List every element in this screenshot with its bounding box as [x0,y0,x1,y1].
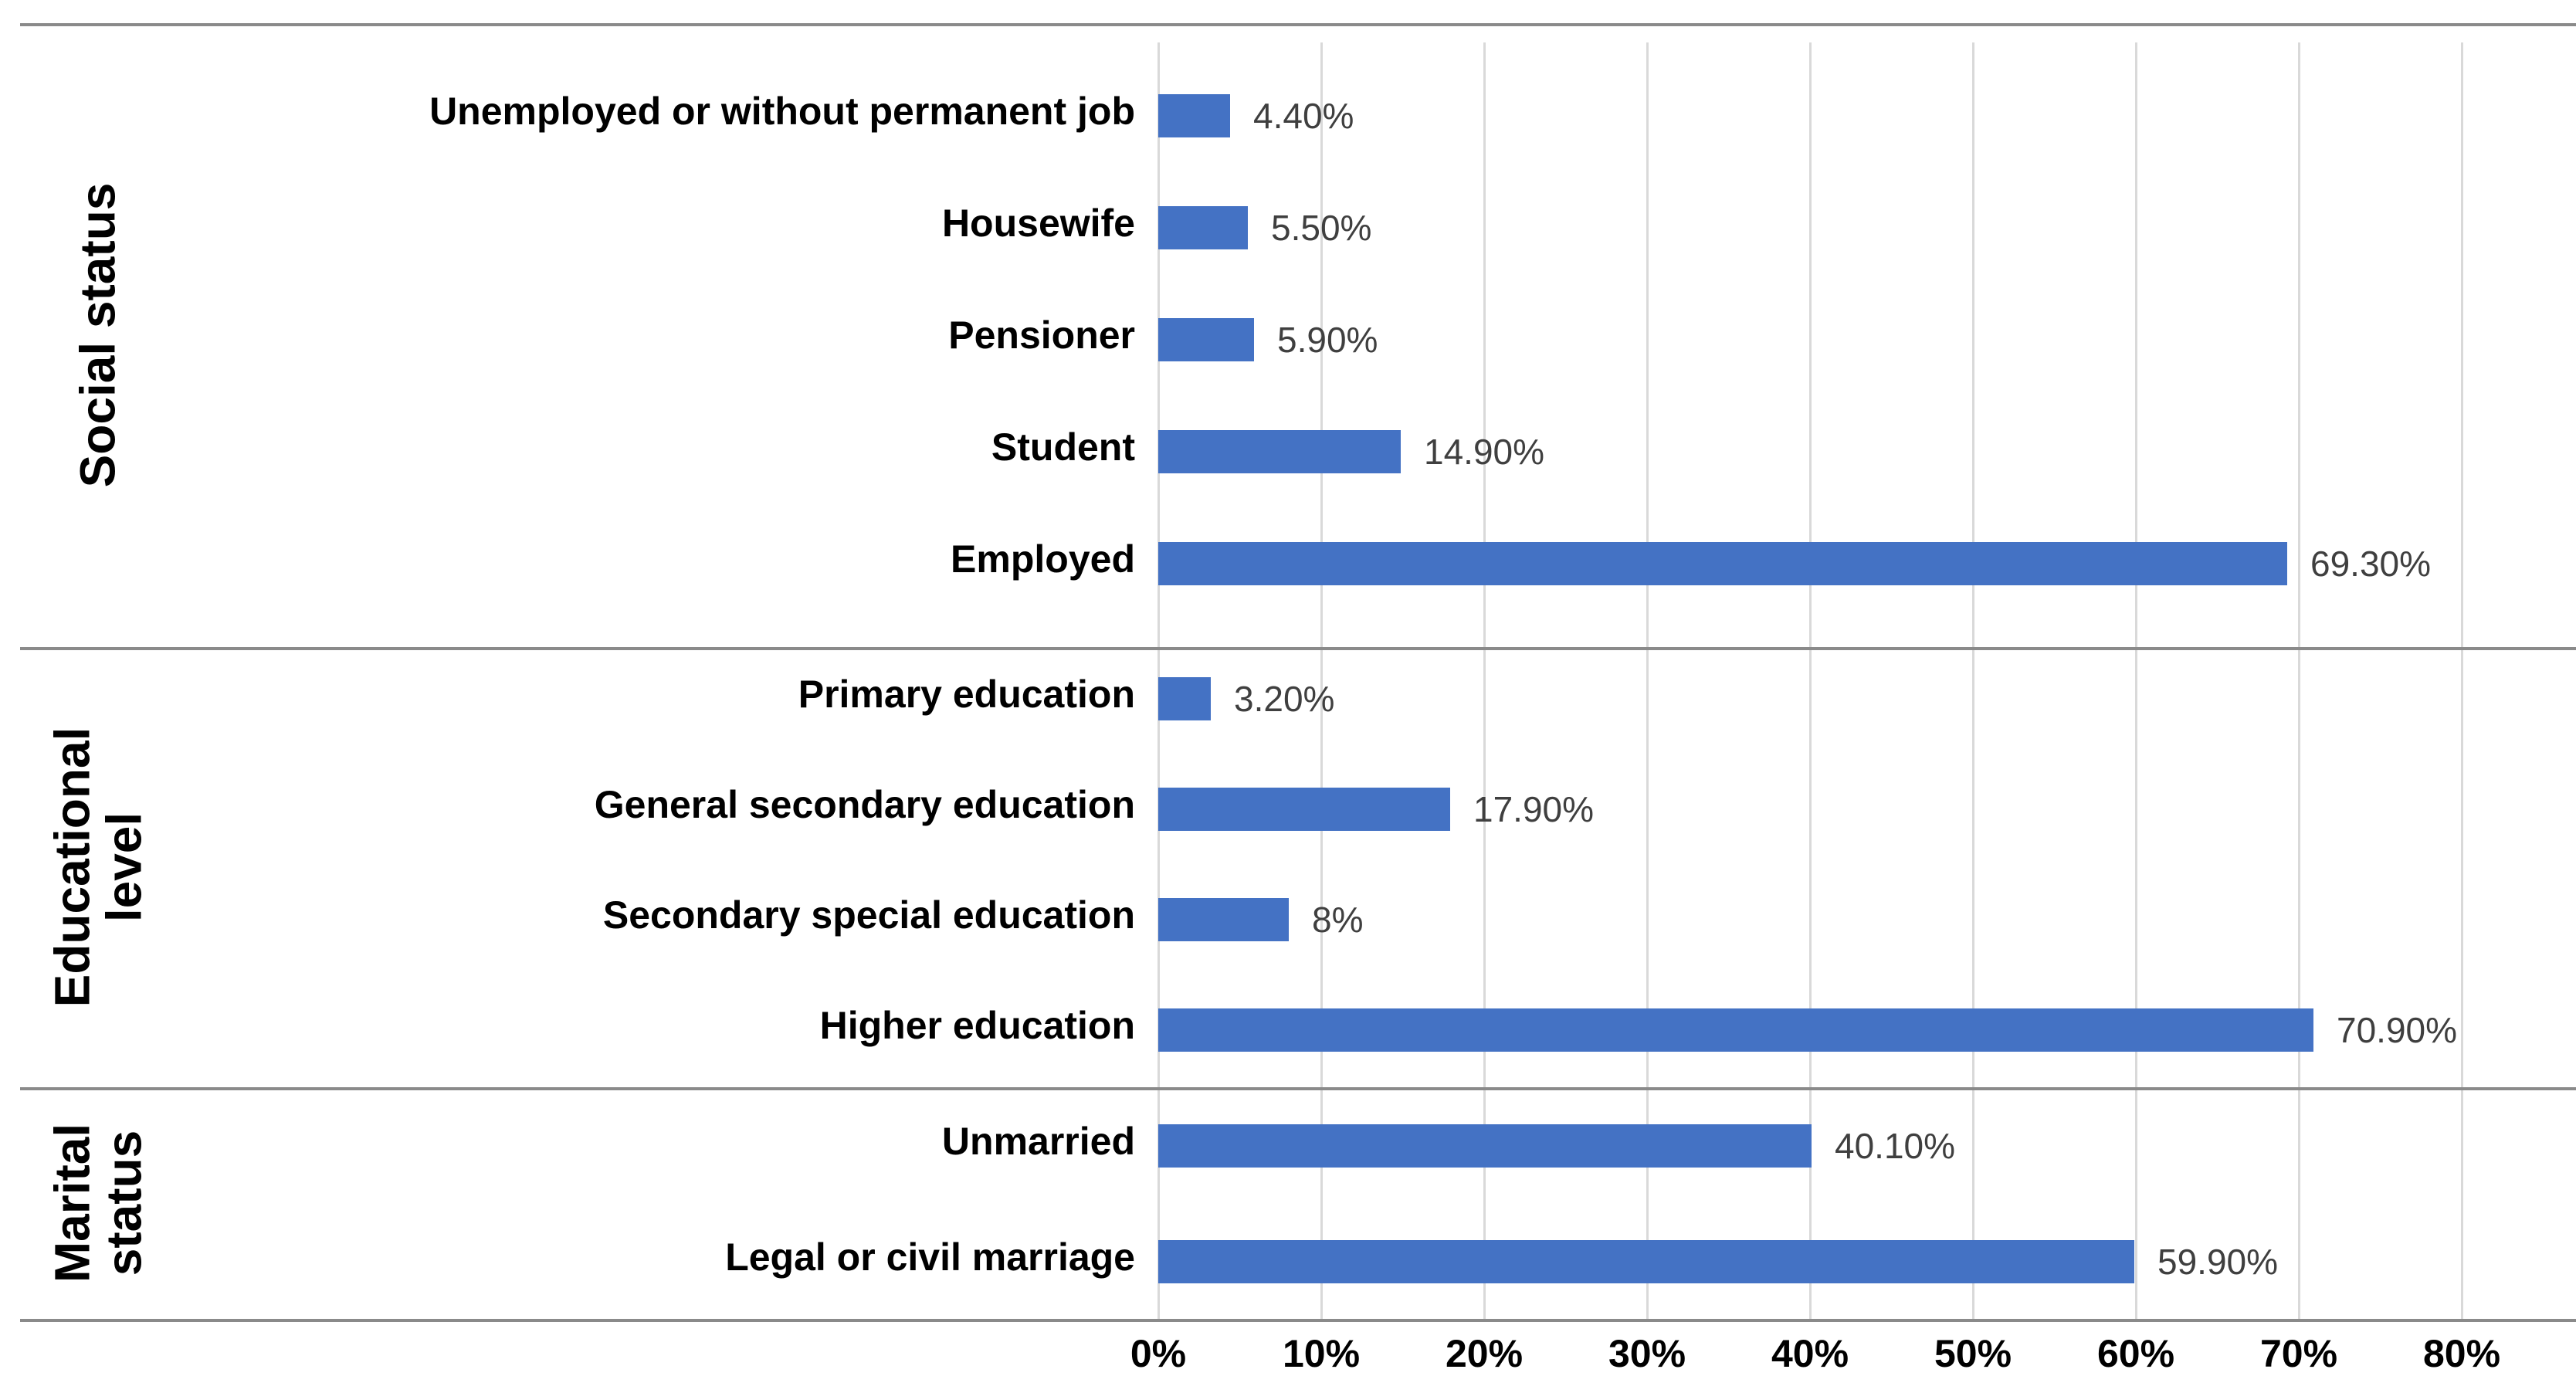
category-label: Employed [951,537,1135,581]
chart-row: Pensioner [0,284,2576,396]
category-label: Higher education [819,1004,1135,1047]
gridline [1972,42,1974,1320]
bar [1158,1124,1812,1168]
chart-row: Higher education [0,975,2576,1086]
bar [1158,898,1289,941]
gridline [1646,42,1649,1320]
chart-row: General secondary education [0,754,2576,865]
bar [1158,94,1230,137]
chart-row: Unemployed or without permanent job [0,60,2576,172]
value-label: 3.20% [1234,679,1335,719]
category-label: Unmarried [941,1120,1135,1163]
bar [1158,542,2287,585]
gridline [2298,42,2300,1320]
chart-row: Housewife [0,172,2576,284]
group-divider [20,23,2576,26]
value-label: 5.90% [1277,320,1378,360]
category-label: Student [991,425,1135,469]
bar [1158,206,1248,249]
gridline [2135,42,2137,1320]
axis-tick-label: 30% [1608,1332,1686,1375]
value-label: 69.30% [2310,544,2432,584]
bar [1158,318,1254,361]
group-divider [20,647,2576,650]
group-divider [20,1087,2576,1090]
gridline [1320,42,1323,1320]
axis-tick-label: 70% [2259,1332,2338,1375]
chart-row: Secondary special education [0,865,2576,975]
value-label: 5.50% [1271,208,1372,248]
bar [1158,788,1450,831]
axis-tick-label: 50% [1934,1332,2012,1375]
category-label: Unemployed or without permanent job [429,90,1135,133]
axis-tick-label: 0% [1130,1332,1187,1375]
category-label: Legal or civil marriage [725,1235,1135,1279]
bar [1158,1008,2313,1052]
value-label: 70.90% [2337,1010,2458,1050]
category-label: Primary education [798,673,1135,716]
bar [1158,1240,2134,1283]
value-label: 40.10% [1835,1126,1956,1166]
axis-tick-label: 60% [2096,1332,2175,1375]
chart-row: Employed [0,508,2576,620]
value-label: 8% [1312,900,1364,940]
axis-tick-label: 10% [1282,1332,1361,1375]
gridline [1483,42,1486,1320]
gridline [1809,42,1812,1320]
category-label: Pensioner [948,314,1135,357]
axis-tick-label: 20% [1445,1332,1524,1375]
chart-row: Primary education [0,644,2576,754]
axis-tick-label: 80% [2422,1332,2501,1375]
category-label: Secondary special education [602,893,1135,937]
chart-row: Unmarried [0,1088,2576,1204]
value-label: 17.90% [1473,789,1595,829]
chart-row: Student [0,396,2576,508]
value-label: 14.90% [1424,432,1545,472]
category-label: Housewife [941,202,1135,245]
value-label: 4.40% [1253,96,1354,136]
value-label: 59.90% [2157,1242,2279,1282]
gridline [2461,42,2463,1320]
chart-row: Legal or civil marriage [0,1204,2576,1320]
category-label: General secondary education [594,783,1135,826]
group-divider [20,1319,2576,1322]
bar [1158,677,1211,720]
bar [1158,430,1401,473]
axis-tick-label: 40% [1771,1332,1849,1375]
